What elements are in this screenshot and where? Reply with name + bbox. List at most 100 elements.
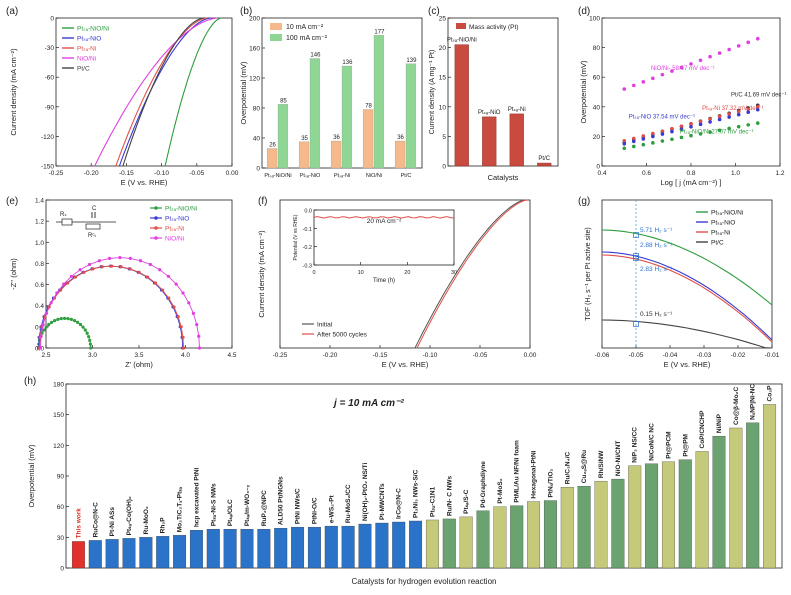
panel-d-point (631, 144, 636, 149)
panel-h-bar (678, 459, 692, 569)
panel-c-bar-label: Ptₛₐ-NiO (478, 110, 501, 116)
panel-b-bar (277, 104, 289, 169)
panel-h-bar (358, 523, 372, 569)
panel-e-point (128, 256, 132, 260)
panel-b-bar (405, 63, 417, 169)
panel-h-bar (611, 478, 625, 569)
panel-e-point (97, 259, 101, 263)
panel-b-value-label: 36 (333, 135, 340, 141)
panel-h-bar-label: Pd-Graphdiyne (480, 461, 487, 508)
panel-d-point (622, 139, 627, 143)
panel-f-inset-ytick-label: -0.2 (303, 245, 312, 251)
panel-a-ytick-label: 0 (50, 16, 54, 23)
panel-g-xtick-label: -0.04 (663, 352, 678, 359)
panel-h-bar-label: Pt@PM (682, 434, 689, 457)
panel-e-ytick-label: 0.6 (35, 282, 44, 289)
panel-a-xtick-label: -0.05 (189, 170, 204, 177)
panel-e-point (182, 346, 186, 350)
panel-h-bar (71, 541, 85, 569)
panel-e-point (160, 288, 165, 292)
panel-h-bar (442, 518, 456, 569)
panel-h-bar (409, 520, 423, 569)
panel-h-bar (543, 500, 557, 569)
panel-b-ytick-label: 40 (253, 136, 261, 143)
panel-f-inset-xtick-label: 10 (358, 270, 364, 276)
panel-b-value-label: 136 (342, 60, 353, 66)
panel-d-series-label: Pt/C 41.69 mV dec⁻¹ (731, 92, 787, 98)
panel-g-frame (601, 199, 773, 349)
panel-f-inset-xlabel: Time (h) (373, 278, 395, 284)
panel-d-point (755, 36, 760, 41)
panel-d-point (660, 72, 665, 77)
panel-e-circuit-c-label: C (92, 206, 97, 212)
panel-d-point (679, 127, 684, 132)
panel-e-point (42, 328, 46, 332)
panel-h-bar-label: Ptₛₐ-C1N1 (429, 486, 436, 517)
panel-a-legend-label: Ptₛₐ-Ni (77, 46, 96, 53)
panel-h-bar-label: Cu₂ₔS@Ru (581, 450, 588, 483)
panel-b-category-label: Ptₛₐ-NiO/Ni (264, 173, 291, 179)
panel-c: (c) 0 5 10 15 20 25 Current density (A mg⁻¹ Pt)… (428, 6, 559, 182)
panel-a-legend-label: Pt/C (77, 66, 90, 73)
panel-h-bar (341, 525, 355, 569)
panel-h-bar-label: PtNi-O/C (311, 497, 318, 524)
panel-h-bar-label: PtML/Au NF/Ni foam (514, 440, 521, 503)
panel-a-frame (55, 17, 233, 167)
panel-f-legend-label: Initial (317, 322, 333, 329)
panel-e-point (109, 264, 114, 268)
panel-d-point (651, 141, 655, 145)
panel-g: (g) -0.06 -0.05 -0.04 -0.03 -0.02 -0.01 E (V vs… (578, 196, 780, 369)
panel-e-point (138, 259, 143, 263)
panel-f-xtick-label: -0.15 (373, 352, 388, 359)
panel-h-bar (763, 404, 777, 569)
panel-d-xlabel: Log [ j (mA cm⁻²) ] (660, 178, 721, 187)
panel-a-legend-label: Ptₛₐ-NiO/Ni (77, 26, 109, 33)
panel-e-point (44, 311, 49, 316)
panel-h-bar (324, 525, 338, 569)
panel-a-ytick-label: -30 (45, 45, 55, 52)
panel-g-legend-label: Ptₛₐ-Ni (711, 230, 730, 237)
panel-e-legend-marker (154, 226, 158, 230)
panel-e-point (85, 331, 89, 335)
panel-d-point (755, 121, 760, 125)
panel-c-bar-label: Ptₛₐ-Ni (508, 107, 526, 113)
panel-b-category-label: NiO/Ni (366, 173, 382, 179)
panel-d-point (689, 133, 693, 138)
panel-e-ytick-label: 1.0 (35, 240, 44, 247)
panel-d-label: (d) (578, 6, 590, 17)
panel-e-point (41, 323, 45, 327)
panel-e-point (167, 296, 171, 300)
panel-c-ylabel: Current density (A mg⁻¹ Pt) (429, 50, 436, 135)
panel-d-point (641, 137, 646, 141)
panel-d-point (708, 117, 712, 121)
panel-c-ytick-label: 5 (442, 134, 446, 141)
panel-g-marker (633, 255, 639, 261)
panel-h-ytick-label: 120 (53, 443, 64, 450)
panel-g-xtick-label: -0.06 (595, 352, 610, 359)
panel-d-point (736, 109, 741, 114)
panel-a-xtick-label: -0.20 (84, 170, 99, 177)
panel-h: (h) 0 30 60 90 120 150 180 Overpotential (mV) Cat… (24, 376, 783, 586)
panel-h-bar-label: RuP₂@NPC (261, 490, 268, 526)
panel-d-point (698, 119, 703, 124)
panel-b-value-label: 146 (310, 53, 321, 59)
panel-e-legend-label: Ptₛₐ-Ni (165, 226, 184, 233)
panel-e-point (172, 305, 176, 309)
panel-b-bar (341, 65, 353, 169)
panel-d-point (736, 124, 741, 129)
panel-e-point (47, 322, 51, 327)
panel-h-bar-label: Ptₛₐ/S-C (463, 489, 470, 514)
panel-h-bar (560, 487, 574, 569)
panel-d: (d) 0.4 0.6 0.8 1.0 1.2 0 20 40 60 80 100 Log [ j (m… (578, 6, 787, 187)
panel-f-xtick-label: 0.00 (524, 352, 537, 359)
panel-g-xtick-label: -0.02 (731, 352, 746, 359)
panel-h-bar (661, 461, 675, 569)
panel-h-bar-label: e-WS₂-Pt (328, 494, 335, 523)
panel-e-point (166, 274, 170, 278)
panel-h-bar-label: Hexagonal-PtNi (531, 450, 538, 498)
panel-e-point (87, 335, 91, 339)
panel-e-ytick-label: 0.2 (35, 324, 44, 331)
panel-h-bar (577, 486, 591, 569)
panel-h-bar-label: This work (75, 508, 82, 539)
panel-e-point (59, 317, 63, 321)
